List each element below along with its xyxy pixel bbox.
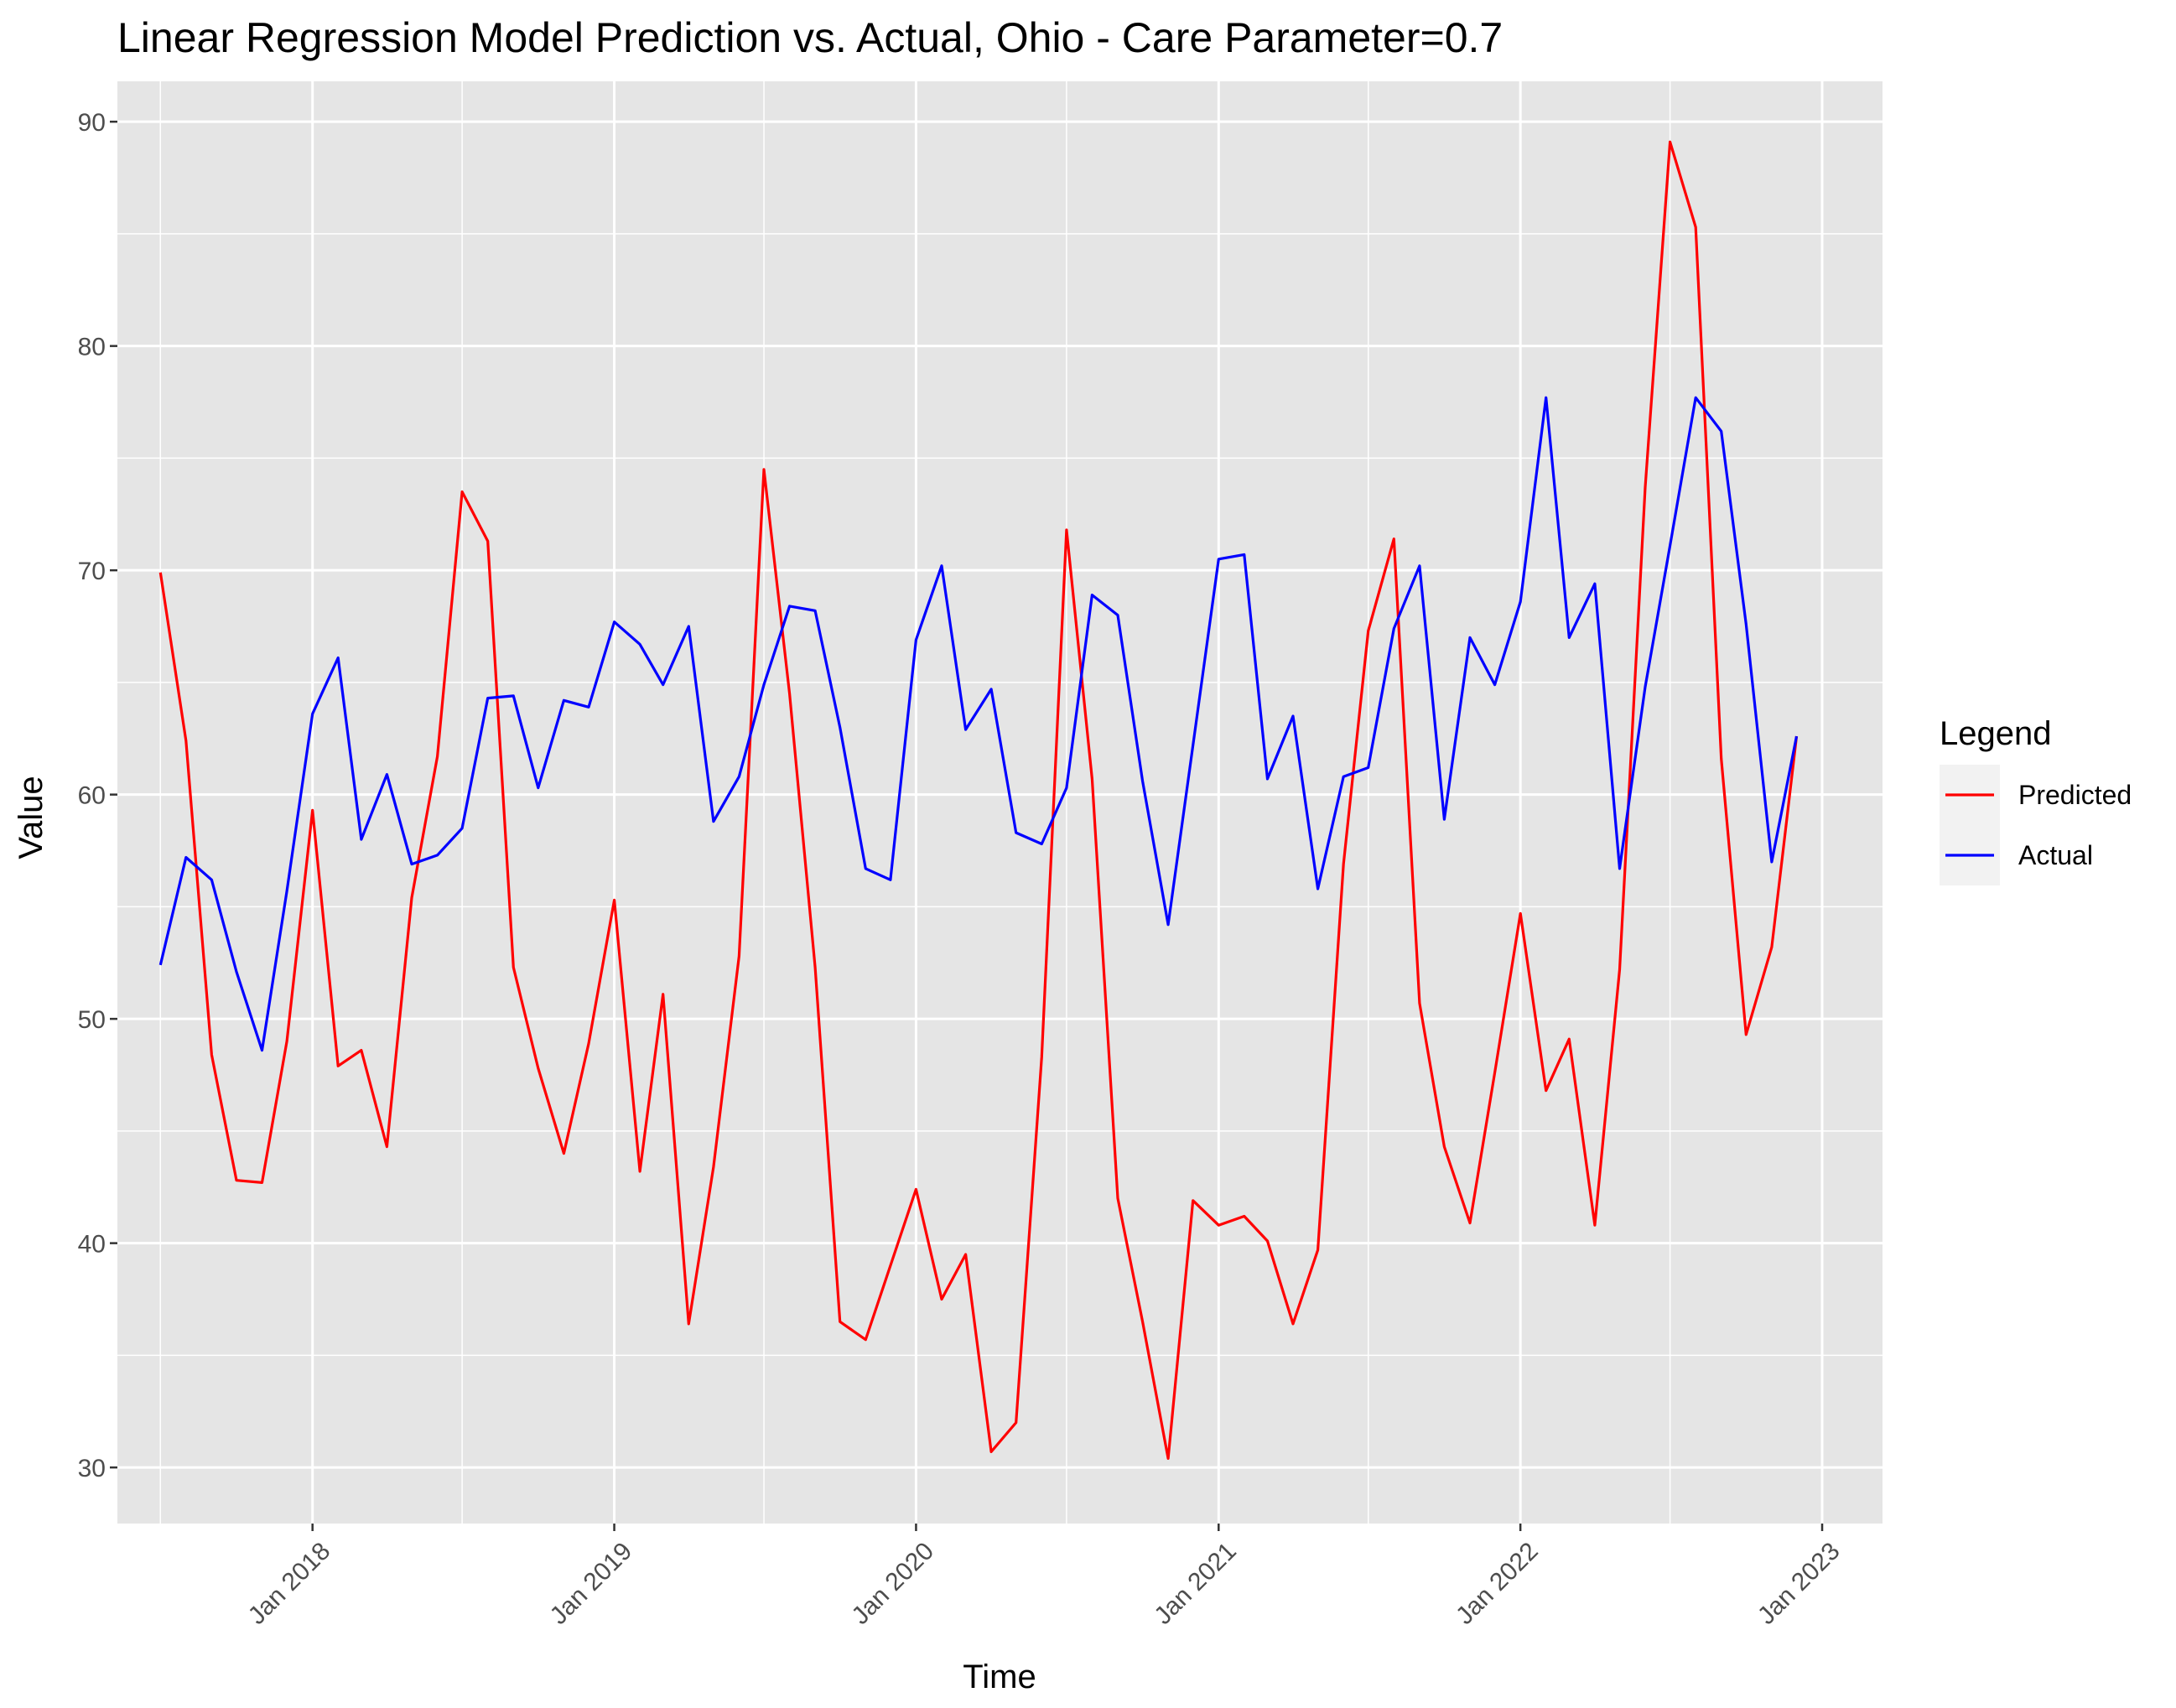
y-tick-label: 30 — [78, 1455, 106, 1482]
minor-gridlines — [117, 81, 1883, 1524]
x-tick-label: Jan 2021 — [1149, 1537, 1242, 1630]
x-tick-label: Jan 2018 — [243, 1537, 336, 1630]
series-lines — [158, 140, 1799, 1461]
y-tick-label: 70 — [78, 558, 106, 585]
plot-panel — [117, 81, 1883, 1524]
x-axis: Jan 2018 Jan 2019 Jan 2020 Jan 2021 Jan 2022… — [243, 1524, 1846, 1630]
chart-title: Linear Regression Model Prediction vs. A… — [117, 14, 1503, 61]
legend-items: Predicted Actual — [1940, 765, 2132, 885]
x-tick-label: Jan 2023 — [1753, 1537, 1846, 1630]
legend-label-actual: Actual — [2018, 840, 2093, 870]
y-tick-label: 80 — [78, 334, 106, 361]
y-axis-title: Value — [13, 776, 49, 859]
x-tick-label: Jan 2019 — [545, 1537, 638, 1630]
legend: Legend Predicted Actual — [1940, 715, 2132, 885]
legend-label-predicted: Predicted — [2018, 780, 2132, 810]
y-tick-label: 50 — [78, 1006, 106, 1034]
y-tick-label: 40 — [78, 1231, 106, 1259]
x-axis-title: Time — [963, 1659, 1036, 1695]
y-tick-label: 60 — [78, 782, 106, 810]
y-axis: 30 40 50 60 70 80 90 — [78, 109, 117, 1482]
series-line-predicted — [158, 140, 1799, 1461]
series-line-actual — [158, 396, 1799, 1052]
major-gridlines — [117, 81, 1883, 1524]
legend-title: Legend — [1940, 715, 2051, 752]
x-tick-label: Jan 2020 — [846, 1537, 939, 1630]
y-tick-label: 90 — [78, 109, 106, 137]
x-tick-label: Jan 2022 — [1451, 1537, 1544, 1630]
